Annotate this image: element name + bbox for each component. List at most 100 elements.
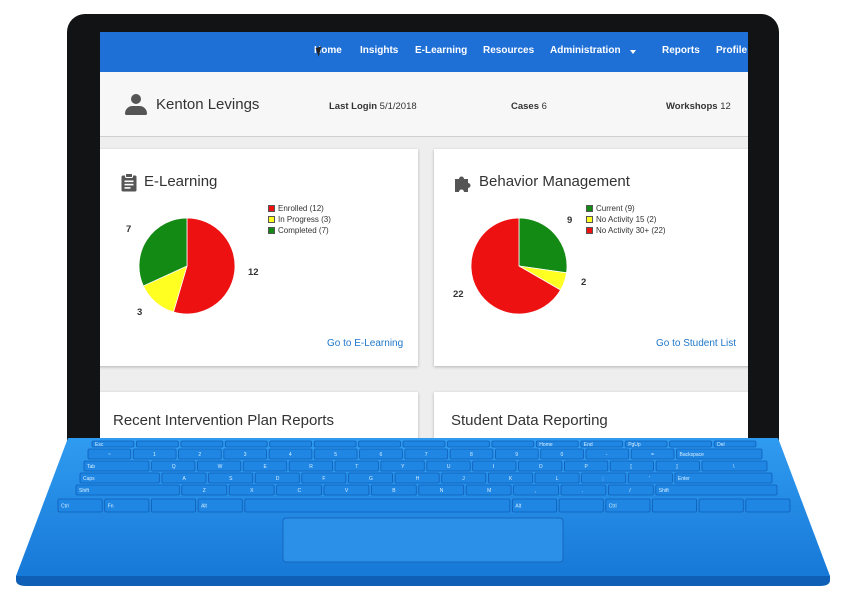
pie-slice-enrolled bbox=[172, 217, 236, 315]
legend-swatch bbox=[268, 216, 275, 223]
keyboard-key-label: N bbox=[440, 488, 444, 494]
cases-value: 6 bbox=[541, 101, 547, 112]
top-navbar: Home Insights E-Learning Resources Admin… bbox=[100, 32, 748, 72]
keyboard-key[interactable] bbox=[104, 498, 150, 513]
pie-label-completed: 7 bbox=[126, 224, 132, 235]
legend-label: No Activity 30+ (22) bbox=[596, 226, 666, 235]
keyboard-key[interactable] bbox=[348, 472, 393, 484]
keyboard-key[interactable] bbox=[244, 498, 511, 513]
keyboard-key[interactable] bbox=[655, 484, 778, 496]
keyboard-key-label: Shift bbox=[79, 488, 90, 494]
keyboard-key[interactable] bbox=[228, 484, 275, 496]
keyboard-key[interactable] bbox=[487, 472, 533, 484]
pie-label-current: 9 bbox=[567, 215, 573, 226]
intervention-reports-card: Recent Intervention Plan Reports bbox=[100, 392, 418, 452]
trackpad[interactable] bbox=[282, 517, 564, 563]
keyboard-key[interactable] bbox=[161, 472, 207, 484]
keyboard-key[interactable] bbox=[558, 498, 604, 513]
keyboard-key[interactable] bbox=[276, 484, 322, 496]
keyboard-key[interactable] bbox=[608, 484, 654, 496]
nav-administration[interactable]: Administration bbox=[550, 45, 621, 56]
user-summary-bar: Kenton Levings Last Login 5/1/2018 Cases… bbox=[100, 72, 748, 137]
keyboard-edge bbox=[16, 576, 830, 586]
keyboard-key-label: V bbox=[345, 488, 349, 494]
keyboard-key[interactable] bbox=[197, 498, 243, 513]
keyboard-key-label: J bbox=[462, 476, 465, 482]
keyboard-key-label: Caps bbox=[83, 476, 95, 482]
keyboard-key[interactable] bbox=[605, 498, 651, 513]
nav-home[interactable]: Home bbox=[314, 45, 342, 56]
keyboard-key[interactable] bbox=[560, 484, 607, 496]
keyboard-key-label: Alt bbox=[515, 503, 521, 509]
keyboard-key[interactable] bbox=[181, 484, 228, 496]
workshops-stat: Workshops 12 bbox=[666, 101, 731, 112]
nav-e-learning[interactable]: E-Learning bbox=[415, 45, 468, 56]
legend-label: Current (9) bbox=[596, 204, 635, 213]
legend-item-in-progress: In Progress (3) bbox=[268, 215, 331, 224]
keyboard-key[interactable] bbox=[394, 472, 440, 484]
chevron-down-icon[interactable] bbox=[630, 50, 636, 54]
person-icon bbox=[124, 94, 148, 116]
keyboard-key[interactable] bbox=[534, 472, 580, 484]
keyboard-key-label: Shift bbox=[659, 488, 670, 494]
nav-resources[interactable]: Resources bbox=[483, 45, 535, 56]
legend-swatch bbox=[268, 205, 275, 212]
keyboard-key-label: Ctrl bbox=[609, 503, 617, 509]
keyboard-key[interactable] bbox=[323, 484, 370, 496]
keyboard-key[interactable] bbox=[75, 484, 180, 496]
keyboard-key[interactable] bbox=[513, 484, 559, 496]
keyboard-key-label: S bbox=[229, 476, 233, 482]
keyboard-key[interactable] bbox=[745, 498, 791, 513]
keyboard-key[interactable] bbox=[301, 472, 347, 484]
keyboard-key[interactable] bbox=[441, 472, 487, 484]
keyboard-key[interactable] bbox=[418, 484, 465, 496]
user-name: Kenton Levings bbox=[156, 96, 260, 113]
keyboard-key[interactable] bbox=[465, 484, 512, 496]
keyboard-key[interactable] bbox=[254, 472, 300, 484]
keyboard-key[interactable] bbox=[627, 472, 673, 484]
e-learning-card: E-Learning Enrolled (12) In Progress (3)… bbox=[100, 149, 418, 366]
keyboard-key[interactable] bbox=[208, 472, 254, 484]
keyboard-key-label: Z bbox=[203, 488, 206, 494]
keyboard-key-label: A bbox=[183, 476, 187, 482]
legend-label: Completed (7) bbox=[278, 226, 329, 235]
screen: Home Insights E-Learning Resources Admin… bbox=[100, 32, 748, 452]
keyboard-key[interactable] bbox=[674, 472, 773, 484]
keyboard-key-label: X bbox=[250, 488, 254, 494]
keyboard-key-label: ; bbox=[602, 476, 603, 482]
keyboard-key[interactable] bbox=[581, 472, 627, 484]
legend-label: No Activity 15 (2) bbox=[596, 215, 657, 224]
legend-item-current: Current (9) bbox=[586, 204, 635, 213]
last-login-label: Last Login bbox=[329, 101, 378, 112]
legend-swatch bbox=[268, 227, 275, 234]
workshops-value: 12 bbox=[720, 101, 731, 112]
keyboard-key[interactable] bbox=[698, 498, 744, 513]
legend-item-completed: Completed (7) bbox=[268, 226, 329, 235]
legend-swatch bbox=[586, 227, 593, 234]
nav-profile[interactable]: Profile bbox=[716, 45, 748, 56]
legend-label: In Progress (3) bbox=[278, 215, 331, 224]
keyboard-key-label: B bbox=[392, 488, 396, 494]
e-learning-title: E-Learning bbox=[144, 173, 218, 190]
nav-reports[interactable]: Reports bbox=[662, 45, 700, 56]
last-login-value: 5/1/2018 bbox=[379, 101, 417, 112]
keyboard-key[interactable] bbox=[79, 472, 160, 484]
keyboard-key[interactable] bbox=[652, 498, 698, 513]
keyboard-key[interactable] bbox=[150, 498, 196, 513]
workshops-label: Workshops bbox=[666, 101, 718, 112]
keyboard-key-label: Alt bbox=[201, 503, 207, 509]
keyboard-key[interactable] bbox=[57, 498, 103, 513]
cases-stat: Cases 6 bbox=[511, 101, 547, 112]
student-data-card: Student Data Reporting bbox=[434, 392, 748, 452]
keyboard-key[interactable] bbox=[512, 498, 558, 513]
go-to-e-learning-link[interactable]: Go to E-Learning bbox=[327, 338, 404, 349]
intervention-reports-title: Recent Intervention Plan Reports bbox=[113, 412, 334, 429]
keyboard-key-label: L bbox=[556, 476, 559, 482]
pie-label-enrolled: 12 bbox=[248, 267, 259, 278]
keyboard-key-label: K bbox=[509, 476, 513, 482]
go-to-student-list-link[interactable]: Go to Student List bbox=[656, 338, 737, 349]
nav-insights[interactable]: Insights bbox=[360, 45, 399, 56]
student-data-title: Student Data Reporting bbox=[451, 412, 608, 429]
cases-label: Cases bbox=[511, 101, 539, 112]
keyboard-key[interactable] bbox=[370, 484, 417, 496]
